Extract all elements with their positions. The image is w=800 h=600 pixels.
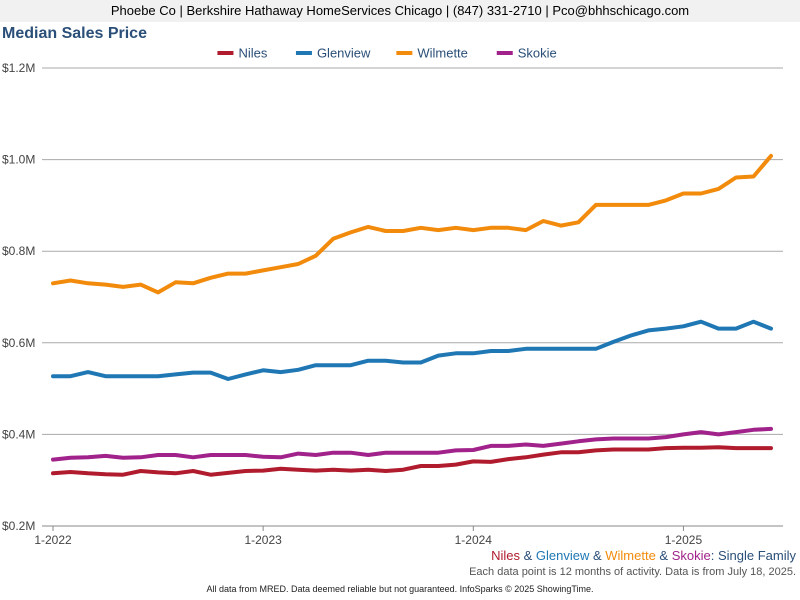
agent-contact-bar: Phoebe Co | Berkshire Hathaway HomeServi… [0, 0, 800, 22]
y-tick-label: $0.4M [2, 427, 35, 441]
subtitle-suffix: : Single Family [710, 548, 796, 563]
series-line-wilmette [51, 153, 773, 295]
y-tick-label: $0.2M [2, 519, 35, 533]
series-line-glenview [51, 319, 773, 381]
x-tick-label: 1-2024 [455, 533, 493, 547]
x-tick-label: 1-2023 [244, 533, 282, 547]
legend-label-niles: Niles [238, 46, 267, 61]
subtitle-skokie: Skokie [671, 548, 711, 563]
subtitle-niles: Niles [491, 548, 520, 563]
subtitle-sep-3: & [655, 548, 672, 563]
x-tick-label: 1-2022 [34, 533, 72, 547]
data-note: Each data point is 12 months of activity… [469, 566, 796, 578]
legend-label-glenview: Glenview [317, 46, 371, 61]
y-tick-label: $1.0M [2, 153, 35, 167]
subtitle-sep-1: & [519, 548, 536, 563]
subtitle-sep-2: & [589, 548, 606, 563]
legend-label-skokie: Skokie [518, 46, 557, 61]
series-line-skokie [51, 426, 773, 462]
x-tick-label: 1-2025 [665, 533, 703, 547]
data-credit: All data from MRED. Data deemed reliable… [206, 584, 594, 594]
subtitle-glenview: Glenview [535, 548, 590, 563]
legend-label-wilmette: Wilmette [417, 46, 468, 61]
subtitle-wilmette: Wilmette [605, 548, 656, 563]
agent-contact-text: Phoebe Co | Berkshire Hathaway HomeServi… [110, 3, 690, 18]
y-tick-label: $1.2M [2, 61, 35, 75]
y-tick-label: $0.8M [2, 244, 35, 258]
y-tick-label: $0.6M [2, 336, 35, 350]
chart-subtitle: Niles & Glenview & Wilmette & Skokie: Si… [491, 548, 796, 563]
chart-title: Median Sales Price [2, 25, 147, 42]
series-line-niles [51, 445, 773, 477]
